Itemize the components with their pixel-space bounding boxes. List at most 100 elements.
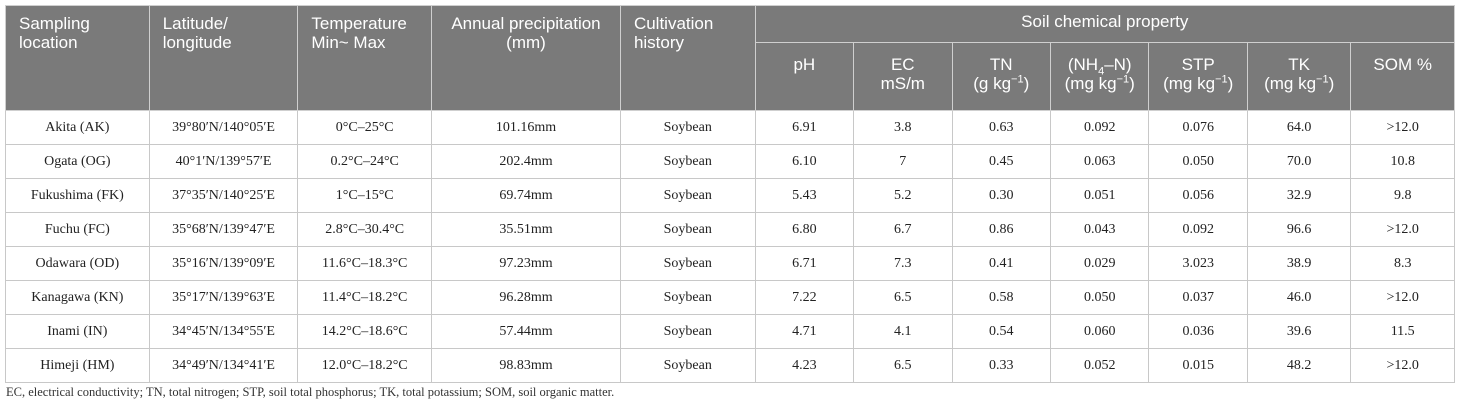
cell-stp: 0.036 [1148, 314, 1248, 349]
cell-ph: 6.10 [754, 144, 855, 179]
nh4-suffix: –N) [1104, 55, 1132, 74]
cell-ec: 6.7 [853, 212, 953, 247]
cell-ec: 7.3 [853, 246, 953, 281]
cell-nh4: 0.051 [1049, 178, 1150, 213]
cell-nh4: 0.043 [1049, 212, 1150, 247]
cell-som: >12.0 [1350, 110, 1455, 145]
cell-tn: 0.63 [951, 110, 1051, 145]
header-soil-chemical-property: Soil chemical property [754, 5, 1456, 43]
cell-ph: 4.71 [754, 314, 855, 349]
cell-latlong: 35°16′N/139°09′E [148, 246, 299, 281]
cell-tk: 70.0 [1246, 144, 1352, 179]
cell-temp: 11.6°C–18.3°C [297, 246, 433, 281]
table-header: Sampling location Latitude/ longitude Te… [5, 5, 1456, 111]
cell-latlong: 35°68′N/139°47′E [148, 212, 299, 247]
cell-som: 10.8 [1350, 144, 1455, 179]
cell-precip: 98.83mm [431, 348, 621, 383]
header-tk-name: TK [1288, 55, 1311, 74]
header-tk: TK (mg kg−1) [1246, 42, 1352, 111]
unit-close: ) [1129, 74, 1135, 93]
unit-text: (mg kg [1264, 74, 1317, 93]
unit-superscript: −1 [1215, 73, 1228, 86]
cell-precip: 35.51mm [431, 212, 621, 247]
header-stp-name: STP [1181, 55, 1215, 74]
cell-temp: 0.2°C–24°C [297, 144, 433, 179]
unit-close: ) [1023, 74, 1030, 93]
header-tn: TN (g kg−1) [951, 42, 1051, 111]
cell-cultivation: Soybean [619, 110, 756, 145]
cell-cultivation: Soybean [619, 314, 756, 349]
cell-tn: 0.45 [951, 144, 1051, 179]
cell-ec: 7 [853, 144, 953, 179]
cell-latlong: 34°45′N/134°55′E [148, 314, 299, 349]
table-row: Ogata (OG) 40°1′N/139°57′E 0.2°C–24°C 20… [5, 144, 1455, 179]
cell-cultivation: Soybean [619, 348, 756, 383]
header-nh4: (NH4–N) (mg kg−1) [1049, 42, 1150, 111]
header-nh4-name: (NH4–N) [1067, 55, 1132, 77]
cell-cultivation: Soybean [619, 280, 756, 315]
header-ph: pH [754, 42, 855, 111]
unit-text: (g kg [973, 74, 1012, 93]
header-tk-unit: (mg kg−1) [1264, 74, 1334, 93]
cell-som: >12.0 [1350, 348, 1455, 383]
cell-nh4: 0.052 [1049, 348, 1150, 383]
cell-temp: 11.4°C–18.2°C [297, 280, 433, 315]
cell-tk: 96.6 [1246, 212, 1352, 247]
cell-latlong: 37°35′N/140°25′E [148, 178, 299, 213]
table-row: Kanagawa (KN) 35°17′N/139°63′E 11.4°C–18… [5, 280, 1455, 315]
cell-som: 8.3 [1350, 246, 1455, 281]
header-stp: STP (mg kg−1) [1148, 42, 1248, 111]
cell-nh4: 0.050 [1049, 280, 1150, 315]
unit-superscript: −1 [1316, 73, 1329, 86]
cell-tk: 32.9 [1246, 178, 1352, 213]
table-row: Fukushima (FK) 37°35′N/140°25′E 1°C–15°C… [5, 178, 1455, 213]
unit-text: (mg kg [1064, 74, 1117, 93]
cell-ph: 6.91 [754, 110, 855, 145]
cell-precip: 202.4mm [431, 144, 621, 179]
cell-ec: 6.5 [853, 348, 953, 383]
cell-som: >12.0 [1350, 212, 1455, 247]
soil-data-table: Sampling location Latitude/ longitude Te… [5, 5, 1456, 383]
cell-tk: 46.0 [1246, 280, 1352, 315]
cell-tn: 0.54 [951, 314, 1051, 349]
header-tn-name: TN [989, 55, 1013, 74]
cell-som: 9.8 [1350, 178, 1455, 213]
unit-close: ) [1227, 74, 1234, 93]
cell-precip: 69.74mm [431, 178, 621, 213]
cell-stp: 0.076 [1148, 110, 1248, 145]
cell-location: Odawara (OD) [5, 246, 150, 281]
cell-nh4: 0.063 [1049, 144, 1150, 179]
header-ec: EC mS/m [853, 42, 953, 111]
cell-stp: 0.015 [1148, 348, 1248, 383]
cell-ec: 5.2 [853, 178, 953, 213]
table-row: Inami (IN) 34°45′N/134°55′E 14.2°C–18.6°… [5, 314, 1455, 349]
header-sampling-location: Sampling location [5, 5, 150, 111]
cell-temp: 2.8°C–30.4°C [297, 212, 433, 247]
cell-temp: 0°C–25°C [297, 110, 433, 145]
cell-stp: 3.023 [1148, 246, 1248, 281]
cell-stp: 0.092 [1148, 212, 1248, 247]
cell-tn: 0.58 [951, 280, 1051, 315]
cell-tk: 48.2 [1246, 348, 1352, 383]
cell-precip: 97.23mm [431, 246, 621, 281]
cell-location: Fukushima (FK) [5, 178, 150, 213]
cell-ph: 5.43 [754, 178, 855, 213]
cell-tn: 0.86 [951, 212, 1051, 247]
header-cultivation: Cultivation history [619, 5, 756, 111]
cell-tn: 0.33 [951, 348, 1051, 383]
cell-som: >12.0 [1350, 280, 1455, 315]
cell-ec: 3.8 [853, 110, 953, 145]
table-row: Himeji (HM) 34°49′N/134°41′E 12.0°C–18.2… [5, 348, 1455, 383]
table-body: Akita (AK) 39°80′N/140°05′E 0°C–25°C 101… [5, 110, 1455, 383]
table-footnote: EC, electrical conductivity; TN, total n… [6, 385, 615, 399]
nh4-prefix: (NH [1067, 55, 1099, 74]
cell-ec: 6.5 [853, 280, 953, 315]
cell-tk: 64.0 [1246, 110, 1352, 145]
cell-cultivation: Soybean [619, 178, 756, 213]
cell-stp: 0.050 [1148, 144, 1248, 179]
cell-precip: 96.28mm [431, 280, 621, 315]
cell-nh4: 0.029 [1049, 246, 1150, 281]
cell-cultivation: Soybean [619, 246, 756, 281]
cell-stp: 0.056 [1148, 178, 1248, 213]
header-ec-name: EC [890, 55, 915, 74]
